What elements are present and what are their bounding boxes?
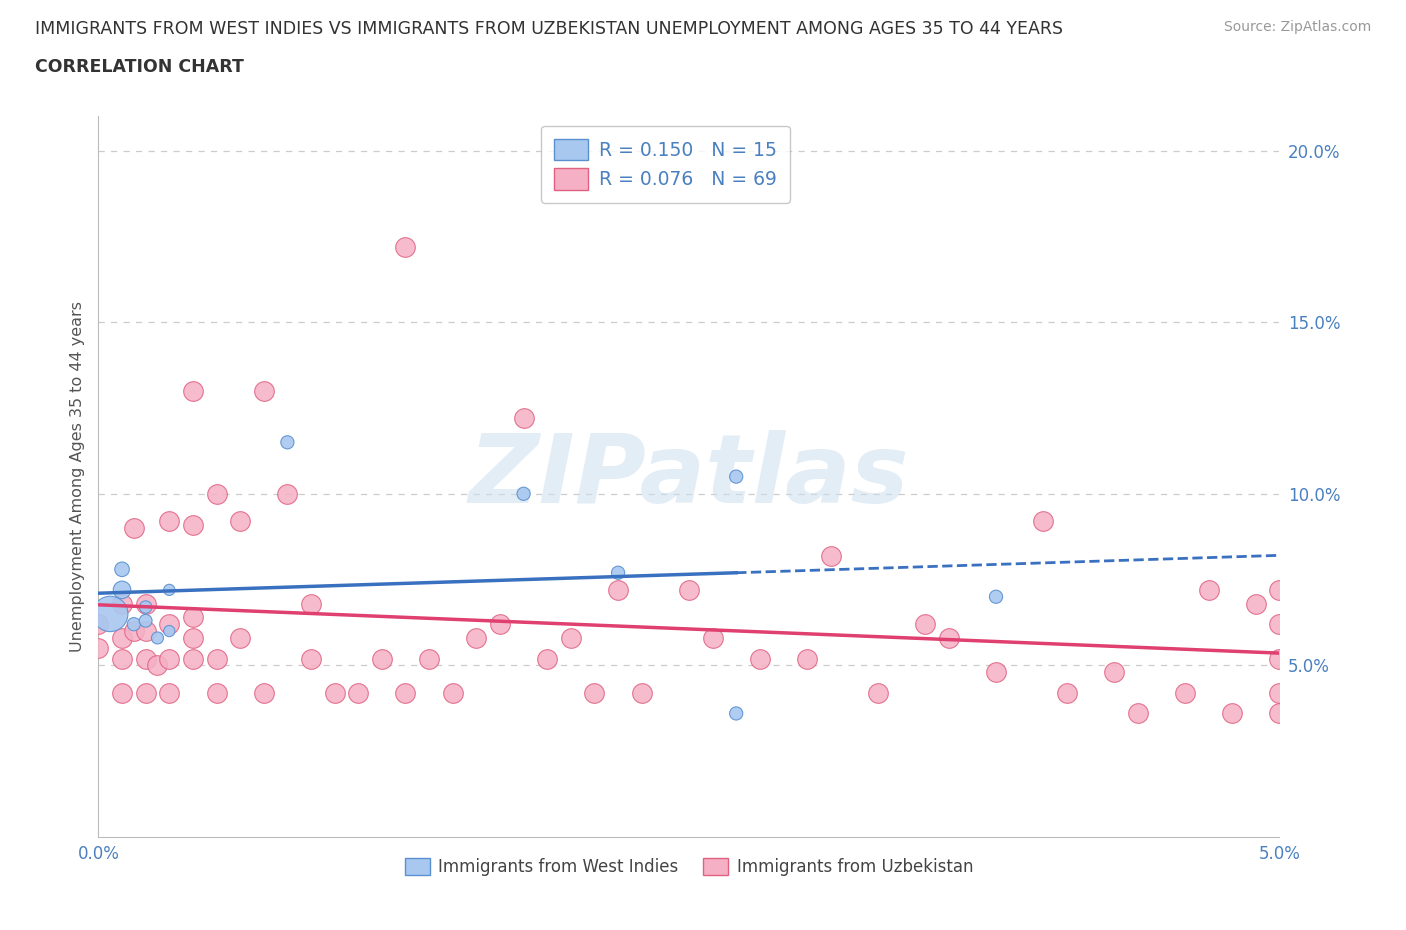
Point (146, 631, 169, 645)
Point (1126, 706, 1149, 721)
Point (181, 383, 204, 398)
Point (371, 651, 394, 666)
Point (418, 651, 440, 666)
Point (181, 517, 204, 532)
Point (229, 513, 252, 528)
Point (1268, 706, 1291, 721)
Point (276, 486, 298, 501)
Point (253, 383, 276, 398)
Point (820, 548, 842, 563)
Point (98, 606, 121, 621)
Point (914, 617, 936, 631)
Point (725, 706, 748, 721)
Point (157, 685, 180, 700)
Point (122, 617, 145, 631)
Point (1268, 651, 1291, 666)
Text: IMMIGRANTS FROM WEST INDIES VS IMMIGRANTS FROM UZBEKISTAN UNEMPLOYMENT AMONG AGE: IMMIGRANTS FROM WEST INDIES VS IMMIGRANT… (35, 20, 1063, 38)
Point (157, 651, 180, 666)
Point (512, 486, 534, 501)
Point (465, 631, 488, 645)
Point (181, 610, 204, 625)
Point (866, 685, 889, 700)
Point (560, 631, 582, 645)
Point (394, 239, 416, 254)
Point (205, 486, 228, 501)
Point (725, 469, 748, 484)
Point (111, 685, 134, 700)
Point (111, 596, 134, 611)
Point (122, 624, 145, 639)
Point (441, 685, 464, 700)
Point (87, 641, 110, 656)
Point (630, 685, 652, 700)
Point (607, 582, 630, 597)
Point (1174, 685, 1197, 700)
Point (135, 685, 157, 700)
Point (205, 685, 228, 700)
Point (299, 596, 322, 611)
Point (938, 631, 960, 645)
Point (157, 582, 180, 597)
Point (489, 617, 512, 631)
Point (1268, 617, 1291, 631)
Point (181, 651, 204, 666)
Legend: Immigrants from West Indies, Immigrants from Uzbekistan: Immigrants from West Indies, Immigrants … (398, 851, 980, 883)
Point (1244, 596, 1267, 611)
Point (1102, 665, 1125, 680)
Point (1268, 582, 1291, 597)
Point (111, 651, 134, 666)
Point (748, 651, 770, 666)
Point (323, 685, 346, 700)
Point (796, 651, 818, 666)
Point (984, 665, 1007, 680)
Point (299, 651, 322, 666)
Point (135, 624, 157, 639)
Point (157, 617, 180, 631)
Point (253, 685, 276, 700)
Point (583, 685, 606, 700)
Point (157, 513, 180, 528)
Point (1032, 513, 1054, 528)
Point (678, 582, 700, 597)
Point (1056, 685, 1078, 700)
Point (702, 631, 724, 645)
Point (1220, 706, 1243, 721)
Point (984, 590, 1007, 604)
Point (205, 651, 228, 666)
Text: ZIPatlas: ZIPatlas (468, 430, 910, 523)
Point (135, 596, 157, 611)
Point (135, 600, 157, 615)
Point (347, 685, 370, 700)
Point (111, 582, 134, 597)
Point (181, 631, 204, 645)
Y-axis label: Unemployment Among Ages 35 to 44 years: Unemployment Among Ages 35 to 44 years (69, 301, 84, 652)
Point (394, 685, 416, 700)
Point (536, 651, 558, 666)
Point (229, 631, 252, 645)
Point (146, 658, 169, 672)
Point (157, 624, 180, 639)
Point (111, 562, 134, 577)
Text: Source: ZipAtlas.com: Source: ZipAtlas.com (1223, 20, 1371, 34)
Point (512, 411, 534, 426)
Point (135, 614, 157, 629)
Point (122, 521, 145, 536)
Point (111, 631, 134, 645)
Text: CORRELATION CHART: CORRELATION CHART (35, 58, 245, 75)
Point (607, 565, 630, 580)
Point (87, 617, 110, 631)
Point (1268, 685, 1291, 700)
Point (276, 435, 298, 450)
Point (135, 651, 157, 666)
Point (1198, 582, 1220, 597)
